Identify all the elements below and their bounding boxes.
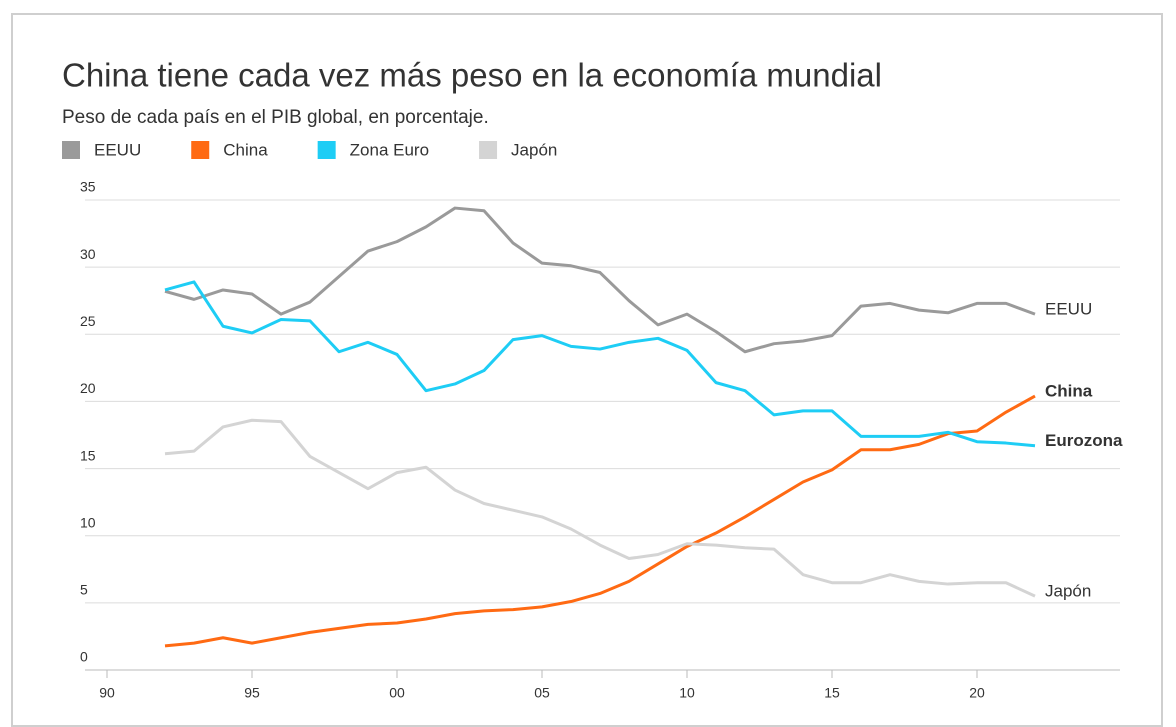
chart-subtitle: Peso de cada país en el PIB global, en p… [62, 107, 489, 128]
y-tick-label: 35 [80, 179, 96, 195]
series-line [164, 418, 1036, 598]
series-line [164, 394, 1036, 648]
x-tick-label: 90 [99, 685, 115, 701]
legend-label: Zona Euro [350, 140, 429, 159]
x-tick-label: 15 [824, 685, 840, 701]
y-tick-label: 25 [80, 313, 96, 329]
x-tick-label: 10 [679, 685, 695, 701]
series-line [164, 280, 1036, 448]
legend-swatch [317, 141, 336, 159]
y-tick-label: 0 [80, 649, 88, 665]
series-line [164, 206, 1036, 354]
x-tick-label: 05 [534, 685, 550, 701]
y-tick-label: 5 [80, 582, 88, 598]
x-tick-label: 20 [969, 685, 985, 701]
legend-swatch [62, 141, 80, 159]
y-tick-label: 20 [80, 380, 96, 396]
x-tick-label: 95 [244, 685, 260, 701]
end-label: EEUU [1045, 300, 1092, 319]
legend-swatch [191, 141, 210, 159]
legend-label: China [223, 140, 268, 159]
legend-label: EEUU [94, 140, 141, 159]
card [11, 13, 1163, 727]
y-tick-label: 10 [80, 514, 96, 530]
end-label: Japón [1045, 582, 1091, 601]
legend-swatch [479, 141, 498, 159]
x-tick-label: 00 [389, 685, 405, 701]
end-label: Eurozona [1045, 431, 1123, 450]
legend-label: Japón [511, 140, 557, 159]
end-label: China [1045, 382, 1093, 401]
y-tick-label: 30 [80, 246, 96, 262]
y-tick-label: 15 [80, 447, 96, 463]
chart-title: China tiene cada vez más peso en la econ… [62, 57, 882, 94]
